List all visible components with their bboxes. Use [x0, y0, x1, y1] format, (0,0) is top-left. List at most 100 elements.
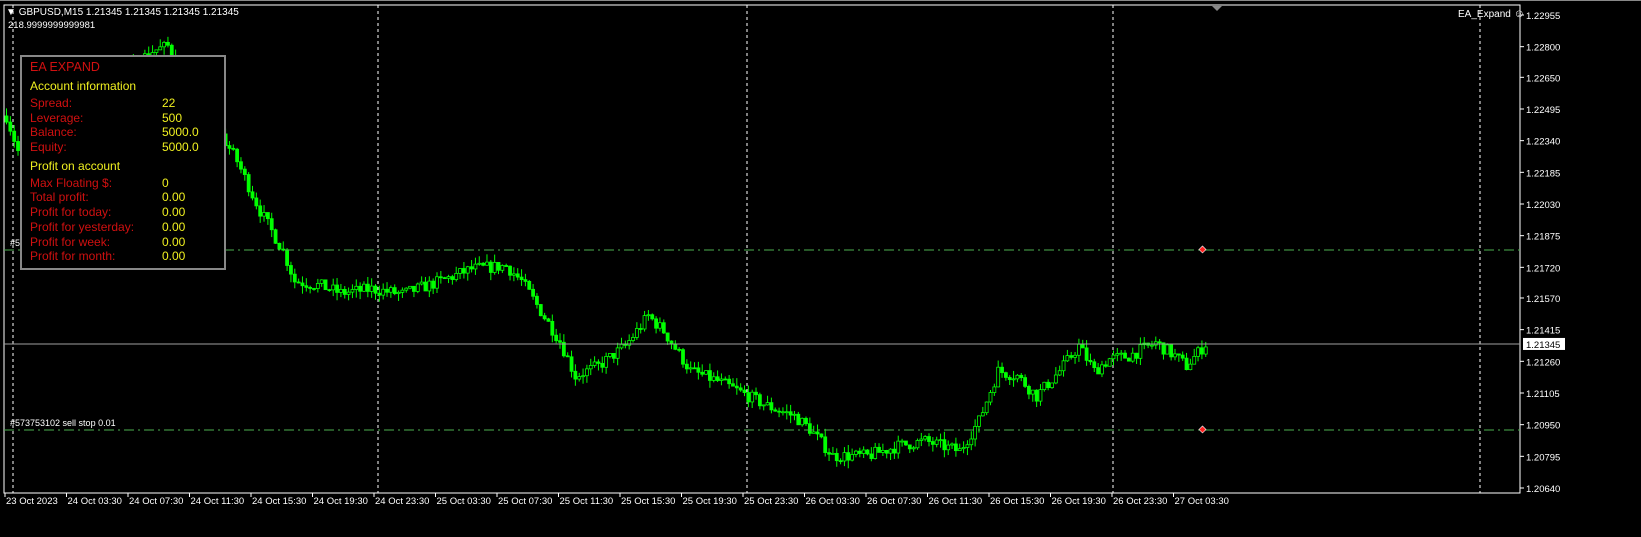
candle-body — [377, 292, 382, 296]
candle-body — [684, 363, 689, 370]
candle-body — [754, 391, 758, 396]
candle-body — [319, 279, 324, 284]
candle-body — [854, 450, 858, 455]
candle-body — [1119, 352, 1124, 355]
candle-body — [304, 285, 309, 288]
info-label: Profit for month: — [30, 249, 116, 264]
candle-body — [585, 368, 589, 377]
candle-body — [535, 295, 539, 305]
candle-body — [581, 375, 585, 378]
candle-body — [1050, 382, 1054, 388]
candle-body — [492, 261, 497, 273]
candle-body — [654, 318, 658, 329]
candle-body — [458, 268, 462, 274]
candle-body — [1007, 377, 1012, 380]
expert-advisor-label[interactable]: EA_Expand ☺ — [1458, 8, 1525, 20]
candle-body — [1015, 374, 1020, 380]
candle-body — [588, 365, 593, 370]
candle-body — [1080, 343, 1085, 349]
info-label: Profit for yesterday: — [30, 219, 135, 234]
candle-body — [331, 284, 336, 291]
candle-body — [515, 273, 520, 278]
candle-body — [946, 444, 951, 451]
candle-body — [800, 417, 805, 426]
expert-name: EA_Expand — [1458, 9, 1511, 20]
candle-body — [523, 279, 528, 282]
smiley-icon: ☺ — [1513, 8, 1525, 20]
candle-body — [811, 431, 816, 434]
candle-body — [688, 367, 693, 370]
candle-body — [1123, 352, 1127, 359]
candle-body — [827, 452, 831, 455]
info-value: 0.00 — [162, 190, 186, 205]
candle-body — [719, 378, 724, 381]
candle-body — [1011, 378, 1016, 381]
y-tick-label: 1.22650 — [1526, 73, 1560, 84]
y-tick-label: 1.22185 — [1526, 168, 1560, 179]
candle-body — [542, 315, 547, 320]
candle-body — [896, 440, 901, 454]
candle-body — [166, 41, 170, 46]
x-tick-label: 24 Oct 19:30 — [314, 496, 368, 507]
candle-body — [415, 283, 420, 292]
candle-body — [158, 46, 163, 51]
y-tick-label: 1.21570 — [1526, 294, 1560, 305]
order-marker[interactable] — [1198, 425, 1207, 434]
y-tick-label: 1.22340 — [1526, 137, 1560, 148]
candle-body — [627, 340, 632, 346]
candle-body — [1100, 364, 1104, 375]
candle-body — [623, 343, 628, 346]
x-tick-label: 26 Oct 11:30 — [929, 496, 983, 507]
candle-body — [942, 439, 947, 451]
candle-body — [1061, 360, 1066, 372]
candle-body — [1073, 354, 1077, 358]
candle-body — [527, 280, 532, 290]
y-tick-label: 1.21720 — [1526, 263, 1560, 274]
x-tick-label: 24 Oct 03:30 — [68, 496, 122, 507]
y-tick-label: 1.22495 — [1526, 105, 1560, 116]
candle-body — [1111, 354, 1116, 360]
candle-body — [262, 212, 266, 217]
candle-body — [804, 417, 808, 425]
candle-body — [692, 367, 697, 370]
account-heading: Account information — [30, 79, 137, 93]
candle-body — [1107, 358, 1112, 367]
candle-body — [362, 283, 366, 292]
info-row: Total profit: 0.00 — [30, 190, 224, 205]
candle-body — [761, 404, 766, 407]
candle-body — [485, 261, 489, 266]
candle-body — [1088, 359, 1093, 363]
candle-body — [927, 436, 931, 442]
order-marker[interactable] — [1198, 245, 1207, 254]
candle-body — [508, 265, 512, 276]
info-row: Spread: 22 — [30, 96, 224, 111]
candle-body — [342, 288, 347, 295]
candle-body — [1157, 341, 1162, 344]
candle-body — [965, 444, 970, 448]
candle-body — [339, 288, 343, 293]
candle-body — [957, 448, 962, 452]
candle-body — [462, 268, 466, 274]
candle-body — [1092, 361, 1097, 369]
y-tick-label: 1.21260 — [1526, 357, 1560, 368]
candle-body — [519, 276, 524, 281]
dropdown-triangle-icon[interactable]: ▼ — [6, 7, 16, 18]
candle-body — [1023, 377, 1027, 387]
y-tick-label: 1.22955 — [1526, 11, 1560, 22]
x-tick-label: 24 Oct 11:30 — [191, 496, 245, 507]
info-value: 500 — [162, 110, 183, 125]
candle-body — [1034, 389, 1039, 402]
candle-body — [1200, 347, 1204, 355]
chart-shift-marker-icon[interactable] — [1212, 6, 1222, 11]
candle-body — [815, 431, 820, 435]
candle-body — [638, 328, 643, 330]
candle-body — [781, 411, 785, 414]
candle-body — [723, 378, 728, 381]
symbol-quote: GBPUSD,M15 1.21345 1.21345 1.21345 1.213… — [18, 7, 239, 18]
candle-body — [1188, 363, 1193, 371]
candle-body — [419, 281, 424, 285]
candle-body — [1173, 353, 1177, 358]
candle-body — [1134, 352, 1139, 359]
candle-body — [1046, 381, 1051, 388]
